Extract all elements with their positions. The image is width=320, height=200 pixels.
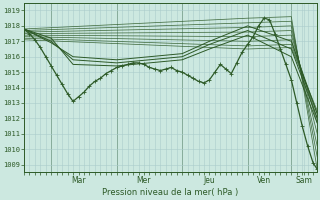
X-axis label: Pression niveau de la mer( hPa ): Pression niveau de la mer( hPa ) (102, 188, 239, 197)
